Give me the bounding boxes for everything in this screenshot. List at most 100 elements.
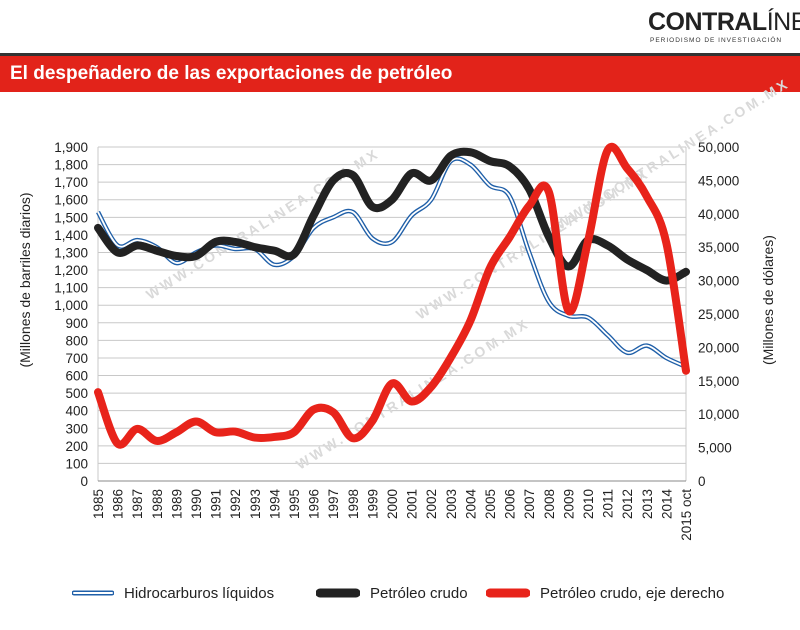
point-crudo-derecho bbox=[509, 236, 511, 238]
point-liquidos bbox=[469, 164, 471, 166]
point-crudo-derecho bbox=[313, 409, 315, 411]
series-line-crudo-derecho bbox=[94, 142, 690, 449]
legend-item-liquidos: Hidrocarburos líquidos bbox=[72, 582, 274, 604]
legend-swatch-crudo-derecho bbox=[486, 588, 530, 598]
point-crudo bbox=[332, 179, 334, 181]
point-liquidos bbox=[175, 262, 177, 264]
y-tick-label: 600 bbox=[65, 369, 88, 384]
point-liquidos bbox=[489, 185, 491, 187]
point-crudo bbox=[371, 206, 373, 208]
point-crudo bbox=[254, 246, 256, 248]
legend-item-crudo-derecho: Petróleo crudo, eje derecho bbox=[486, 582, 724, 604]
point-crudo-derecho bbox=[665, 242, 667, 244]
point-crudo bbox=[97, 227, 99, 229]
y-tick-label: 1,400 bbox=[54, 228, 88, 243]
point-crudo-derecho bbox=[273, 436, 275, 438]
x-tick-label: 2000 bbox=[385, 489, 400, 519]
y-tick-label: 1,200 bbox=[54, 263, 88, 278]
point-liquidos bbox=[685, 366, 687, 368]
y-tick-label: 200 bbox=[65, 439, 88, 454]
logo-wordmark: CONTRALÍNEA bbox=[648, 8, 800, 36]
point-liquidos bbox=[450, 160, 452, 162]
x-tick-label: 2007 bbox=[522, 489, 537, 519]
legend-swatch-crudo bbox=[316, 588, 360, 598]
y-tick-label: 0 bbox=[80, 474, 88, 489]
x-tick-label: 1988 bbox=[150, 489, 165, 519]
point-liquidos bbox=[587, 317, 589, 319]
x-tick-label: 1990 bbox=[189, 489, 204, 519]
point-crudo-derecho bbox=[195, 421, 197, 423]
point-crudo-derecho bbox=[293, 431, 295, 433]
y-tick-label: 1,500 bbox=[54, 210, 88, 225]
point-liquidos bbox=[665, 357, 667, 359]
chart-series bbox=[94, 142, 690, 449]
title-bar: El despeñadero de las exportaciones de p… bbox=[0, 56, 800, 92]
y-tick-label: 1,800 bbox=[54, 158, 88, 173]
point-crudo bbox=[469, 151, 471, 153]
logo-tagline: PERIODISMO DE INVESTIGACIÓN bbox=[650, 37, 783, 44]
y-tick-label: 700 bbox=[65, 351, 88, 366]
point-liquidos bbox=[509, 195, 511, 197]
point-crudo bbox=[234, 241, 236, 243]
point-liquidos bbox=[215, 244, 217, 246]
point-crudo bbox=[509, 165, 511, 167]
y2-axis-title: (Millones de dólares) bbox=[760, 235, 776, 365]
point-crudo bbox=[293, 253, 295, 255]
x-tick-label: 2014 bbox=[659, 489, 674, 520]
point-crudo-derecho bbox=[469, 320, 471, 322]
y-tick-label: 500 bbox=[65, 386, 88, 401]
point-crudo bbox=[489, 160, 491, 162]
watermark-layer: WWW.CONTRALINEA.COM.MX WWW.CONTRALINEA.CO… bbox=[143, 75, 792, 473]
point-crudo bbox=[665, 280, 667, 282]
point-crudo-derecho bbox=[450, 356, 452, 358]
point-liquidos bbox=[293, 255, 295, 257]
point-liquidos bbox=[136, 239, 138, 241]
y-tick-label: 800 bbox=[65, 333, 88, 348]
point-crudo-derecho bbox=[528, 205, 530, 207]
legend-label-liquidos: Hidrocarburos líquidos bbox=[124, 584, 275, 602]
chart-title: El despeñadero de las exportaciones de p… bbox=[10, 63, 453, 84]
point-liquidos bbox=[528, 251, 530, 253]
point-crudo bbox=[195, 255, 197, 257]
point-liquidos bbox=[254, 248, 256, 250]
x-tick-label: 2010 bbox=[581, 489, 596, 519]
watermark-text: WWW.CONTRALINEA.COM.MX bbox=[553, 75, 792, 233]
point-crudo bbox=[548, 236, 550, 238]
point-crudo-derecho bbox=[626, 167, 628, 169]
y2-tick-label: 5,000 bbox=[698, 441, 732, 456]
x-tick-label: 2006 bbox=[503, 489, 518, 519]
legend-label-crudo-derecho: Petróleo crudo, eje derecho bbox=[540, 584, 725, 602]
x-tick-label: 1992 bbox=[228, 489, 243, 519]
x-tick-label: 2012 bbox=[620, 489, 635, 519]
point-crudo bbox=[685, 271, 687, 273]
x-tick-label: 2002 bbox=[424, 489, 439, 519]
legend-item-crudo: Petróleo crudo bbox=[316, 582, 468, 604]
watermark-text: WWW.CONTRALINEA.COM.MX bbox=[143, 145, 382, 303]
point-liquidos bbox=[117, 244, 119, 246]
point-crudo-derecho bbox=[352, 437, 354, 439]
point-crudo bbox=[273, 250, 275, 252]
point-crudo-derecho bbox=[371, 420, 373, 422]
point-crudo-derecho bbox=[215, 431, 217, 433]
x-tick-label: 1993 bbox=[248, 489, 263, 519]
x-tick-label: 1999 bbox=[365, 489, 380, 519]
y2-tick-label: 20,000 bbox=[698, 340, 739, 355]
point-crudo-derecho bbox=[430, 386, 432, 388]
point-crudo-derecho bbox=[117, 443, 119, 445]
point-crudo bbox=[313, 215, 315, 217]
point-crudo bbox=[156, 250, 158, 252]
point-crudo-derecho bbox=[254, 437, 256, 439]
point-crudo bbox=[450, 155, 452, 157]
point-crudo-derecho bbox=[332, 411, 334, 413]
y-tick-label: 1,900 bbox=[54, 140, 88, 155]
point-liquidos bbox=[430, 199, 432, 201]
y-tick-label: 1,100 bbox=[54, 281, 88, 296]
x-tick-label: 2003 bbox=[444, 489, 459, 519]
y-tick-label: 400 bbox=[65, 404, 88, 419]
point-liquidos bbox=[97, 211, 99, 213]
y-tick-label: 100 bbox=[65, 456, 88, 471]
y2-tick-label: 45,000 bbox=[698, 173, 739, 188]
x-tick-label: 2008 bbox=[542, 489, 557, 519]
point-liquidos bbox=[273, 264, 275, 266]
